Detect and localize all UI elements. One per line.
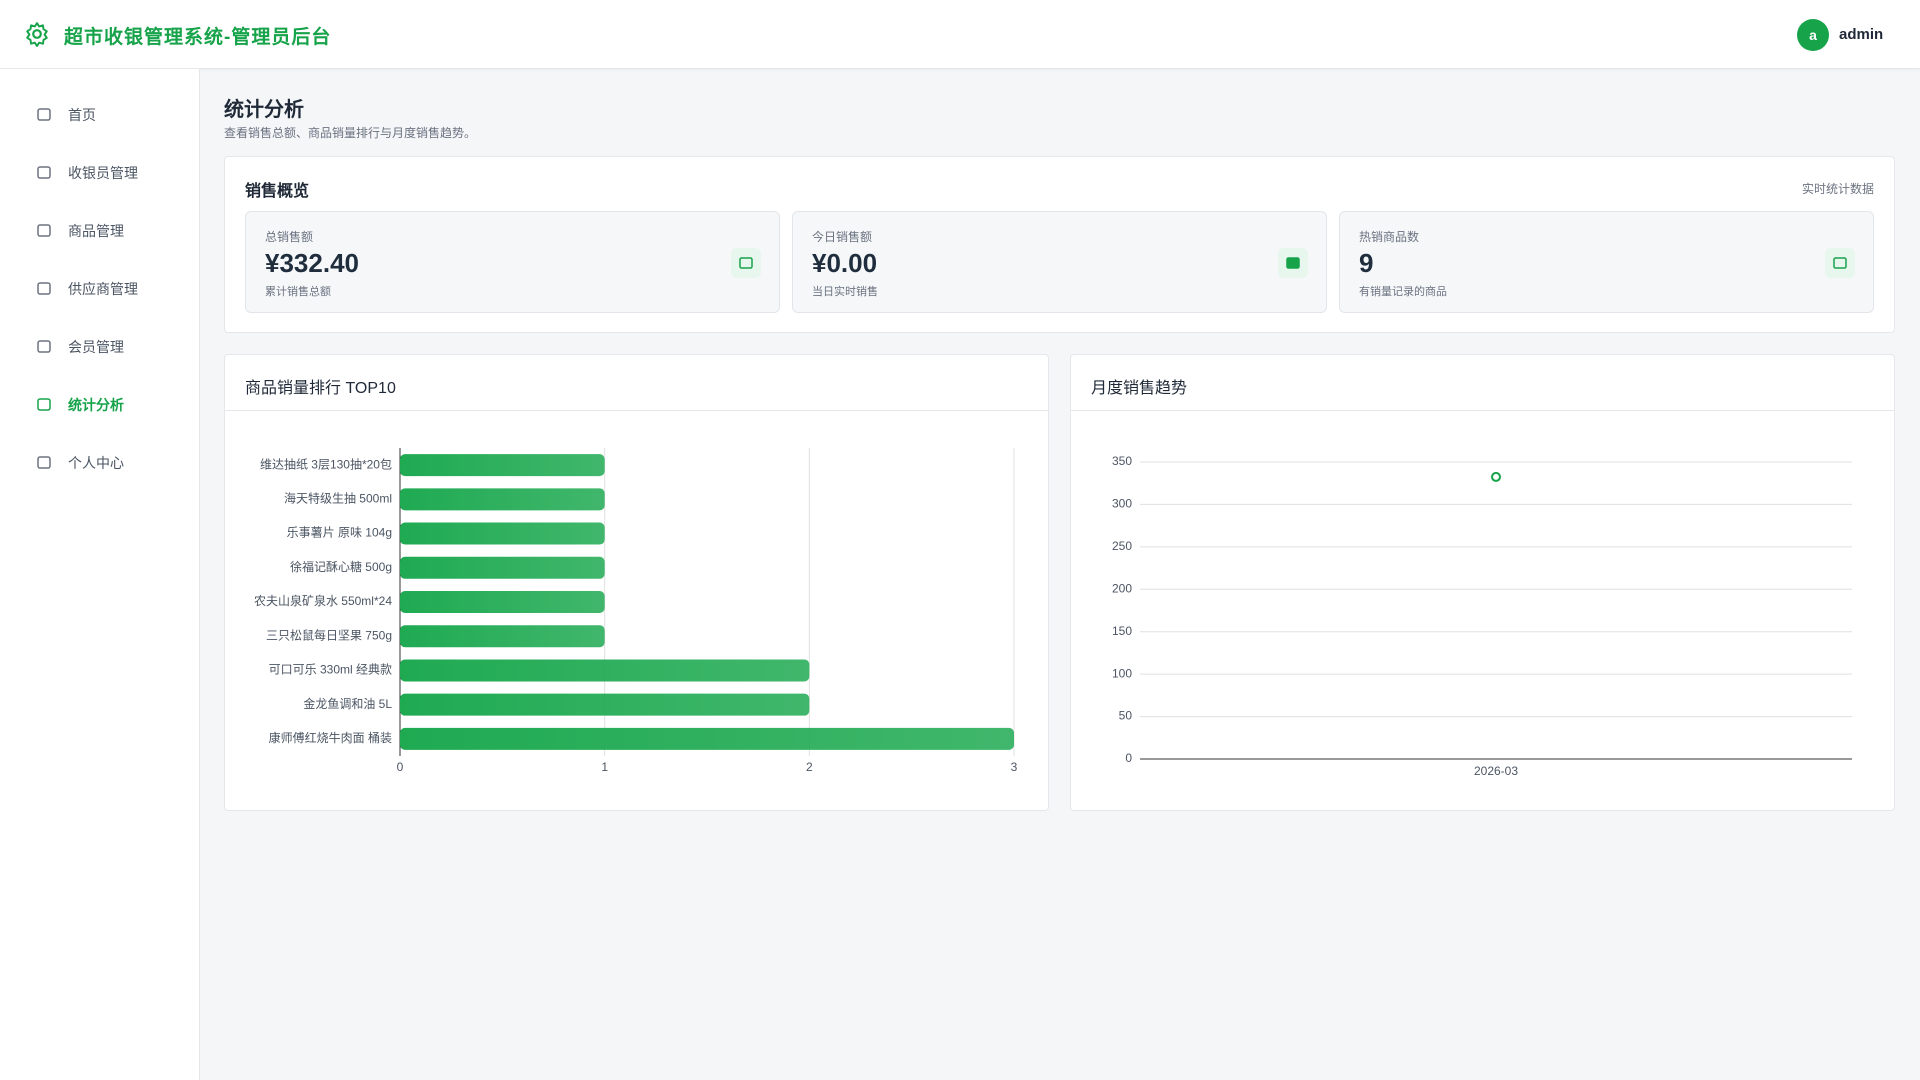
page-title: 统计分析 bbox=[224, 99, 304, 121]
stat-icon bbox=[1825, 248, 1855, 278]
stat-card: 热销商品数 9 有销量记录的商品 bbox=[1339, 211, 1874, 313]
icon bbox=[1286, 257, 1300, 269]
y-tick-label: 150 bbox=[1112, 624, 1132, 638]
stat-card: 今日销售额 ¥0.00 当日实时销售 bbox=[792, 211, 1327, 313]
stat-note: 当日实时销售 bbox=[812, 286, 878, 298]
chart-title: 月度销售趋势 bbox=[1071, 355, 1894, 411]
icon-shape bbox=[37, 282, 51, 295]
nav-item[interactable]: 个人中心 bbox=[0, 441, 200, 485]
bar bbox=[400, 556, 605, 579]
y-tick-label: 三只松鼠每日坚果 750g bbox=[266, 627, 392, 642]
icon-shape bbox=[1833, 257, 1847, 269]
x-tick-label: 1 bbox=[601, 760, 608, 774]
y-tick-label: 0 bbox=[1125, 751, 1132, 765]
x-tick-label: 2 bbox=[806, 760, 813, 774]
nav-icon bbox=[37, 108, 51, 121]
bar bbox=[400, 454, 605, 477]
stat-value: 9 bbox=[1359, 248, 1374, 278]
header: 超市收银管理系统-管理员后台 a admin bbox=[0, 0, 1920, 69]
logo-icon bbox=[26, 22, 48, 47]
username[interactable]: admin bbox=[1839, 26, 1884, 43]
icon bbox=[1833, 257, 1847, 269]
icon bbox=[739, 257, 753, 269]
chart-title: 商品销量排行 TOP10 bbox=[225, 355, 1048, 411]
stat-label: 总销售额 bbox=[265, 230, 314, 244]
icon-shape bbox=[37, 398, 51, 411]
nav-icon bbox=[37, 456, 51, 469]
overview-card: 销售概览 实时统计数据 总销售额 ¥332.40 累计销售总额 今日销售额 ¥0.00 当… bbox=[224, 156, 1895, 333]
x-tick-label: 0 bbox=[397, 760, 404, 774]
y-tick-label: 可口可乐 330ml 经典款 bbox=[269, 663, 392, 677]
bar-chart-card: 商品销量排行 TOP10 0 1 2 3 维达抽纸 3层130抽*20包海天特级生抽 5… bbox=[224, 354, 1049, 811]
y-tick-label: 100 bbox=[1112, 666, 1132, 680]
nav-icon bbox=[37, 282, 51, 295]
bar bbox=[400, 591, 605, 613]
avatar[interactable]: a bbox=[1797, 19, 1829, 51]
bar bbox=[400, 693, 810, 716]
bar bbox=[400, 625, 605, 648]
line-chart-card: 月度销售趋势 0 50 100 150 200 250 300 350 2026-03 bbox=[1070, 354, 1895, 811]
nav-icon bbox=[37, 398, 51, 411]
y-tick-label: 200 bbox=[1112, 581, 1132, 595]
icon-shape bbox=[37, 166, 51, 179]
stat-icon bbox=[731, 248, 761, 278]
nav-icon bbox=[37, 166, 51, 179]
icon-shape bbox=[739, 257, 753, 269]
y-tick-label: 徐福记酥心糖 500g bbox=[290, 559, 392, 574]
app-title: 超市收银管理系统-管理员后台 bbox=[64, 27, 332, 48]
point bbox=[1491, 471, 1501, 482]
icon-shape bbox=[37, 340, 51, 353]
icon-shape bbox=[37, 456, 51, 469]
bar bbox=[400, 488, 605, 511]
overview-note: 实时统计数据 bbox=[1801, 182, 1874, 196]
x-tick-label: 2026-03 bbox=[1474, 764, 1518, 778]
stat-note: 有销量记录的商品 bbox=[1359, 286, 1447, 298]
y-tick-label: 乐事薯片 原味 104g bbox=[287, 526, 392, 540]
y-tick-label: 海天特级生抽 500ml bbox=[284, 491, 392, 506]
stat-icon bbox=[1278, 248, 1308, 278]
nav-icon bbox=[37, 340, 51, 353]
y-tick-label: 300 bbox=[1112, 497, 1132, 511]
sidebar: 首页收银员管理商品管理供应商管理会员管理统计分析个人中心 bbox=[0, 69, 200, 1080]
bar bbox=[400, 659, 810, 682]
y-tick-label: 康师傅红烧牛肉面 桶装 bbox=[269, 730, 392, 745]
y-tick-label: 金龙鱼调和油 5L bbox=[303, 696, 392, 711]
stat-label: 今日销售额 bbox=[812, 230, 873, 244]
icon-shape bbox=[1286, 257, 1300, 269]
stat-card: 总销售额 ¥332.40 累计销售总额 bbox=[245, 211, 780, 313]
nav-item[interactable]: 首页 bbox=[0, 93, 200, 137]
stat-label: 热销商品数 bbox=[1359, 230, 1420, 244]
chart: 0 50 100 150 200 250 300 350 2026-03 bbox=[1112, 454, 1852, 778]
icon-shape bbox=[37, 108, 51, 121]
y-tick-label: 250 bbox=[1112, 539, 1132, 553]
stat-value: ¥0.00 bbox=[812, 248, 878, 278]
overview-title: 销售概览 bbox=[245, 183, 310, 200]
page-subtitle: 查看销售总额、商品销量排行与月度销售趋势。 bbox=[224, 126, 477, 140]
y-tick-label: 350 bbox=[1112, 454, 1132, 468]
icon-shape bbox=[37, 224, 51, 237]
stat-note: 累计销售总额 bbox=[265, 286, 331, 298]
nav-item[interactable]: 会员管理 bbox=[0, 325, 200, 369]
x-tick-label: 3 bbox=[1011, 760, 1018, 774]
nav-item[interactable]: 商品管理 bbox=[0, 209, 200, 253]
y-tick-label: 维达抽纸 3层130抽*20包 bbox=[260, 457, 392, 471]
nav-icon bbox=[37, 224, 51, 237]
nav-item[interactable]: 收银员管理 bbox=[0, 151, 200, 195]
nav-item[interactable]: 供应商管理 bbox=[0, 267, 200, 311]
bar bbox=[400, 522, 605, 545]
y-tick-label: 50 bbox=[1119, 709, 1133, 723]
bar bbox=[400, 727, 1014, 750]
stat-value: ¥332.40 bbox=[265, 248, 359, 278]
nav-item[interactable]: 统计分析 bbox=[0, 383, 200, 427]
y-tick-label: 农夫山泉矿泉水 550ml*24 bbox=[254, 594, 392, 608]
